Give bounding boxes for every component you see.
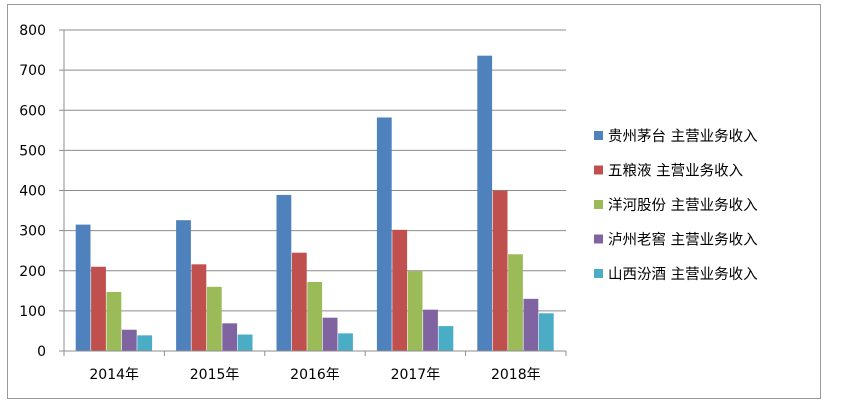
bar	[376, 117, 392, 351]
x-tick-label: 2016年	[290, 367, 340, 383]
y-tick-label: 100	[19, 304, 46, 320]
y-tick-label: 800	[19, 23, 46, 39]
bar	[276, 194, 292, 351]
bar	[407, 271, 423, 351]
y-tick-label: 500	[19, 143, 46, 159]
y-tick-label: 200	[19, 264, 46, 280]
legend-label: 洋河股份 主营业务收入	[608, 197, 758, 214]
bar	[291, 252, 307, 351]
y-axis-ticks: 0 100 200 300 400 500 600 700 800	[19, 23, 46, 360]
bar	[492, 190, 508, 351]
legend-swatch	[594, 200, 603, 209]
legend-swatch	[594, 165, 603, 175]
bar	[538, 313, 554, 351]
legend-label: 五粮液 主营业务收入	[608, 163, 743, 180]
bar	[91, 266, 106, 351]
x-axis-ticks: 2014年 2015年 2016年 2017年 2018年	[89, 367, 540, 383]
bar	[508, 254, 523, 351]
y-tick-label: 400	[19, 184, 46, 200]
x-tick-label: 2014年	[89, 367, 139, 383]
x-tick-label: 2015年	[190, 367, 240, 383]
bar	[322, 317, 338, 351]
y-tick-label: 0	[37, 344, 46, 360]
bar	[206, 286, 222, 351]
bar	[237, 334, 253, 351]
bar	[106, 292, 122, 351]
bar	[423, 309, 438, 351]
bar	[191, 264, 207, 351]
y-tick-label: 300	[19, 224, 46, 240]
bar	[523, 298, 539, 351]
bar	[176, 220, 191, 351]
y-tick-label: 700	[19, 63, 46, 79]
bar	[121, 329, 137, 351]
bar	[307, 281, 323, 351]
bars	[75, 55, 554, 352]
y-tick-label: 600	[19, 103, 46, 119]
legend-swatch	[594, 269, 603, 278]
x-tick-label: 2017年	[391, 367, 441, 383]
legend-label: 泸州老窖 主营业务收入	[608, 231, 758, 249]
x-tick-label: 2018年	[491, 367, 541, 383]
legend-swatch	[594, 131, 603, 140]
bar	[338, 333, 353, 351]
bar	[438, 326, 454, 351]
axes	[59, 29, 567, 356]
bar	[75, 224, 91, 351]
bar	[477, 55, 493, 352]
bar	[392, 229, 408, 351]
bar	[137, 335, 153, 351]
legend-label: 贵州茅台 主营业务收入	[608, 128, 758, 145]
legend-swatch	[594, 234, 603, 244]
legend-label: 山西汾酒 主营业务收入	[608, 266, 758, 283]
bar	[222, 323, 238, 351]
